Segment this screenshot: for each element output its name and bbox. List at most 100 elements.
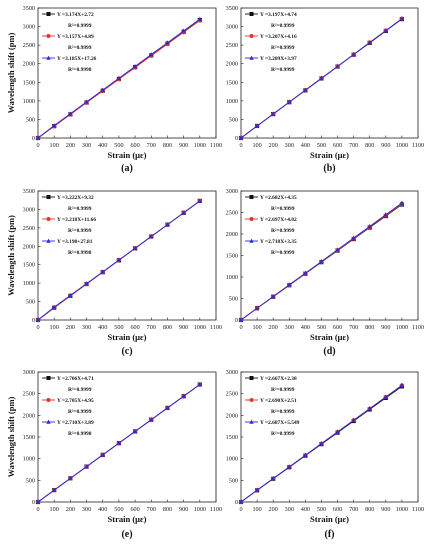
data-point [181,210,186,215]
legend-equation: Y =3.174X+2.72 [57,12,94,18]
chart-panel-e: 0 100 200 300 400 500 600 700 800 900 1000 1100 0 500… [6,369,222,540]
x-tick-label: 1000 [396,324,408,331]
plot-frame [240,7,419,139]
legend-equation: Y =3.197X+4.74 [260,12,297,18]
y-tick-label: 2500 [226,42,238,49]
x-tick-label: 1100 [412,324,424,331]
y-tick-label: 2500 [23,391,35,398]
data-point [383,28,388,33]
legend-marker [249,376,254,380]
x-tick-label: 1000 [396,142,408,149]
x-tick-label: 700 [147,142,156,149]
data-point [68,292,73,298]
y-tick-label: 1000 [23,280,35,287]
legend-r2: R²=0.9999 [68,228,92,234]
y-tick-label: 1500 [23,434,35,441]
x-tick-label: 100 [252,324,261,331]
data-point [84,281,89,286]
legend-r2: R²=0.9998 [68,431,92,437]
legend-marker [46,34,51,38]
legend-r2: R²=0.9999 [271,45,295,51]
legend-marker [46,195,51,199]
data-point [149,52,154,57]
x-tick-label: 0 [239,324,242,331]
data-point [399,382,405,388]
chart-panel-c: 0 100 200 300 400 500 600 700 800 900 1000 1100 0 500… [6,188,222,357]
x-tick-label: 400 [301,506,310,513]
legend-r2: R²=0.9999 [271,228,295,234]
legend-marker [249,12,254,16]
x-tick-label: 1000 [396,506,408,513]
chart-panel-b: 0 100 200 300 400 500 600 700 800 900 1000 1100 0 500… [226,5,424,174]
legend-equation: Y =2.690X+2.51 [260,398,297,404]
data-point [351,235,356,240]
legend-equation: Y =2.697X+4.02 [260,217,297,223]
x-tick-label: 200 [66,324,75,331]
x-tick-label: 900 [381,324,390,331]
y-tick-label: 0 [235,317,238,324]
data-point [271,293,276,299]
x-tick-label: 700 [349,506,358,513]
x-tick-label: 600 [130,506,139,513]
y-axis-title: Wavelength shift (pm) [6,396,16,477]
y-tick-label: 2000 [226,412,238,419]
legend-marker [46,398,51,402]
y-tick-label: 500 [229,296,238,303]
legend-r2: R²=0.9999 [271,431,295,437]
y-axis-title: Wavelength shift (pm) [6,215,16,296]
x-tick-label: 100 [50,506,59,513]
data-point [35,499,41,504]
x-tick-label: 800 [365,506,374,513]
data-point [335,429,340,434]
legend-marker [46,217,51,221]
data-point [84,464,89,469]
y-tick-label: 1500 [226,79,238,86]
data-point [271,475,276,481]
legend-r2: R²=0.9999 [68,206,92,212]
data-point [335,63,340,69]
legend-marker [46,238,51,243]
panel-label: (e) [121,529,132,540]
data-point [197,16,202,21]
y-tick-label: 3000 [226,24,238,31]
data-point [254,487,260,492]
legend-r2: R²=0.9999 [68,387,92,393]
x-tick-label: 500 [114,506,123,513]
data-point [116,257,122,262]
x-tick-label: 1000 [194,506,206,513]
x-tick-label: 300 [82,324,91,331]
data-point [52,304,57,309]
chart-panel-d: 0 100 200 300 400 500 600 700 800 900 1000 1100 0 500… [226,188,424,357]
legend-r2: R²=0.9999 [271,387,295,393]
legend-equation: Y =2.705X+4.95 [57,398,94,404]
data-point [287,282,292,287]
x-tick-label: 700 [349,142,358,149]
x-tick-label: 300 [82,506,91,513]
legend-marker [249,34,254,38]
data-point [335,247,340,252]
x-tick-label: 300 [82,142,91,149]
x-tick-label: 500 [317,142,326,149]
y-tick-label: 0 [32,317,35,324]
data-point [367,223,372,229]
legend-marker [46,12,51,16]
y-tick-label: 3000 [23,369,35,376]
plot-frame [37,7,217,139]
x-tick-label: 700 [147,506,156,513]
data-point [319,75,324,81]
x-tick-label: 1100 [210,506,222,513]
chart-panel-f: 0 100 200 300 400 500 600 700 800 900 1000 1100 0 500… [226,369,424,540]
x-tick-label: 200 [269,142,278,149]
y-tick-label: 0 [235,499,238,506]
legend-marker [249,419,254,424]
data-point [238,317,244,322]
data-point [383,212,388,217]
x-tick-label: 1100 [412,142,424,149]
y-tick-label: 2000 [23,243,35,250]
y-tick-label: 3000 [226,369,238,376]
legend-equation: Y =2.687X+5.549 [260,420,300,426]
x-tick-label: 100 [252,506,261,513]
y-tick-label: 500 [229,116,238,123]
data-point [149,233,154,239]
x-tick-label: 900 [381,506,390,513]
